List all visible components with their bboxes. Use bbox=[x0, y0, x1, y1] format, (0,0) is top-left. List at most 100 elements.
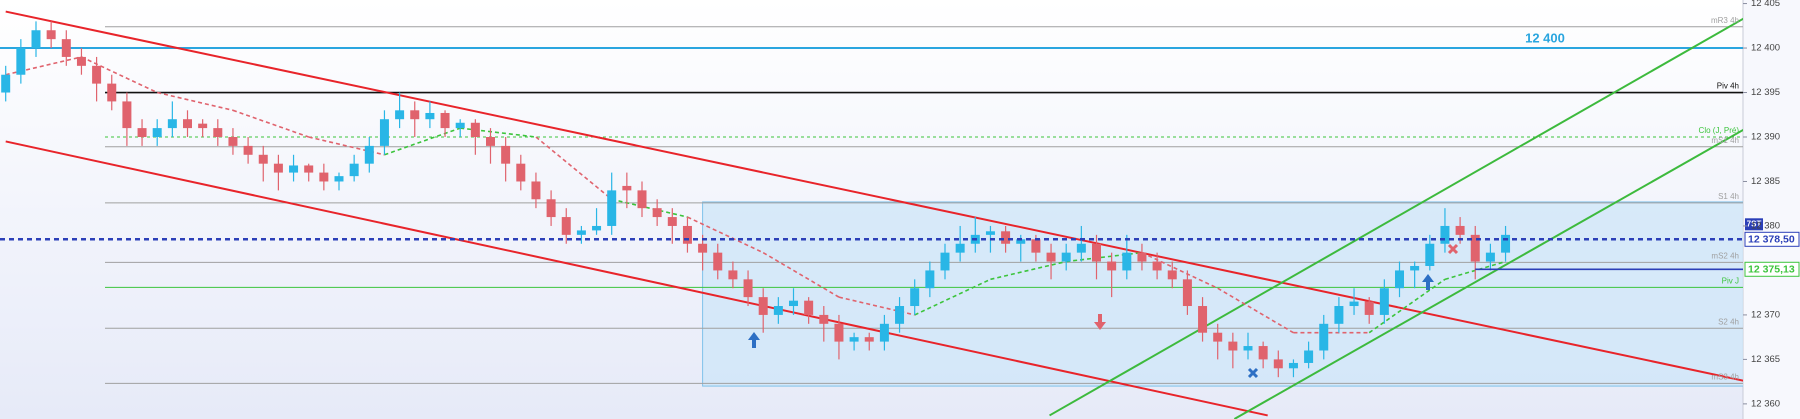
candle-body bbox=[667, 217, 677, 226]
candle-body bbox=[864, 337, 874, 342]
candle-body bbox=[410, 110, 420, 120]
level-label: 12 400 bbox=[1525, 30, 1565, 45]
candle-body bbox=[1304, 350, 1314, 363]
candle-body bbox=[228, 136, 238, 146]
level-label: mS1 4h bbox=[1711, 136, 1739, 145]
candle-body bbox=[698, 243, 708, 253]
candle-body bbox=[1425, 243, 1435, 266]
candle-body bbox=[1364, 301, 1374, 315]
candle-body bbox=[1076, 243, 1086, 253]
candle-body bbox=[92, 65, 102, 84]
candle-body bbox=[1501, 234, 1511, 253]
candle-body bbox=[1455, 225, 1465, 235]
axis-background bbox=[1743, 0, 1800, 419]
trend-line bbox=[1233, 128, 1743, 419]
candle-body bbox=[470, 122, 480, 137]
level-label: mS2 4h bbox=[1711, 252, 1739, 261]
trend-line bbox=[1049, 17, 1743, 417]
candle-body bbox=[637, 190, 647, 209]
candle-body bbox=[1440, 225, 1450, 244]
price-tag-flag-label: 7ST bbox=[1747, 219, 1762, 228]
candle-body bbox=[622, 185, 632, 191]
candle-body bbox=[789, 300, 798, 307]
candle-body bbox=[1152, 261, 1162, 271]
candle-body bbox=[879, 323, 889, 342]
candle-body bbox=[546, 199, 556, 218]
moving-average bbox=[1368, 278, 1446, 334]
candle-body bbox=[910, 288, 920, 307]
candle-body bbox=[46, 30, 56, 40]
moving-average bbox=[5, 56, 82, 76]
level-label: mR3 4h bbox=[1711, 16, 1739, 25]
candle-body bbox=[107, 83, 117, 102]
candle-body bbox=[486, 136, 495, 146]
candle-body bbox=[61, 39, 71, 57]
moving-average bbox=[384, 127, 461, 156]
moving-average bbox=[1217, 287, 1294, 334]
candle-body bbox=[455, 122, 465, 129]
level-label: mS3 4h bbox=[1711, 373, 1739, 382]
candle-body bbox=[773, 306, 783, 315]
candle-body bbox=[1410, 265, 1420, 271]
plot-area bbox=[0, 10, 1743, 419]
candle-body bbox=[1046, 252, 1056, 262]
candle-body bbox=[319, 172, 329, 182]
candle-body bbox=[243, 145, 253, 155]
cross-marker bbox=[1247, 367, 1259, 379]
price-tag-label: 12 375,13 bbox=[1748, 264, 1795, 276]
candle-body bbox=[1319, 323, 1329, 351]
candle-body bbox=[501, 145, 511, 164]
up-arrow bbox=[748, 332, 760, 348]
candle-body bbox=[16, 48, 26, 75]
candle-body bbox=[1243, 346, 1253, 351]
candle-body bbox=[1061, 252, 1071, 262]
price-tag-box bbox=[1744, 231, 1800, 247]
candle-body bbox=[713, 252, 723, 271]
y-tick-label: 12 380 bbox=[1751, 220, 1780, 231]
y-tick-label: 12 405 bbox=[1751, 0, 1780, 9]
candle-body bbox=[258, 154, 268, 164]
y-tick-label: 12 360 bbox=[1751, 398, 1780, 409]
candle-body bbox=[955, 243, 965, 253]
candle-body bbox=[1228, 341, 1238, 351]
candle-body bbox=[682, 225, 692, 244]
moving-average bbox=[232, 109, 309, 138]
candle-body bbox=[1107, 261, 1117, 271]
candle-body bbox=[273, 163, 283, 173]
y-tick-label: 12 370 bbox=[1751, 309, 1780, 320]
candle-body bbox=[137, 128, 147, 137]
candle-body bbox=[167, 119, 177, 129]
candle-body bbox=[940, 252, 950, 271]
candle-body bbox=[1470, 234, 1480, 262]
candle-body bbox=[76, 56, 86, 66]
down-arrow bbox=[1094, 314, 1106, 330]
candle-body bbox=[652, 208, 662, 218]
candle-body bbox=[31, 30, 41, 49]
y-tick-label: 12 390 bbox=[1751, 132, 1780, 143]
up-arrow bbox=[1422, 274, 1434, 290]
candle-body bbox=[758, 297, 768, 315]
candle-body bbox=[1016, 239, 1026, 244]
candle-body bbox=[516, 163, 526, 182]
candle-body bbox=[183, 119, 192, 129]
candle-body bbox=[440, 112, 450, 129]
zone bbox=[702, 201, 1743, 387]
y-tick-label: 12 365 bbox=[1751, 354, 1780, 365]
candle-body bbox=[607, 190, 617, 226]
candle-body bbox=[122, 101, 132, 129]
level-label: Clo (J, Pré) bbox=[1699, 126, 1740, 135]
level-label: S1 4h bbox=[1718, 192, 1739, 201]
candle-body bbox=[334, 176, 344, 182]
candle-body bbox=[364, 145, 374, 164]
candle-body bbox=[425, 112, 435, 120]
candle-body bbox=[1485, 252, 1495, 262]
trend-line bbox=[5, 10, 1743, 382]
price-tag-box bbox=[1744, 261, 1800, 277]
candle-body bbox=[576, 230, 586, 235]
candle-body bbox=[152, 128, 162, 137]
candle-body bbox=[1258, 346, 1268, 360]
signal-markers bbox=[748, 243, 1459, 379]
candle-body bbox=[1273, 359, 1283, 369]
